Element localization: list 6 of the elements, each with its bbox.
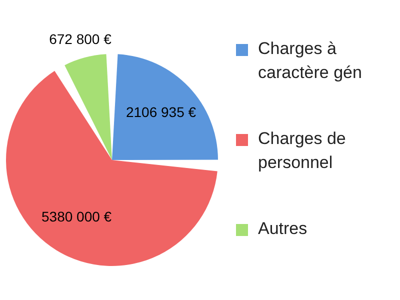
legend-label: Autres <box>258 219 308 238</box>
data-label: 5380 000 € <box>42 208 112 224</box>
legend-label: Charges à caractère gén <box>258 39 362 82</box>
data-label: 672 800 € <box>49 30 112 47</box>
legend-label: Charges de personnel <box>258 129 346 172</box>
data-label: 2106 935 € <box>126 104 196 120</box>
